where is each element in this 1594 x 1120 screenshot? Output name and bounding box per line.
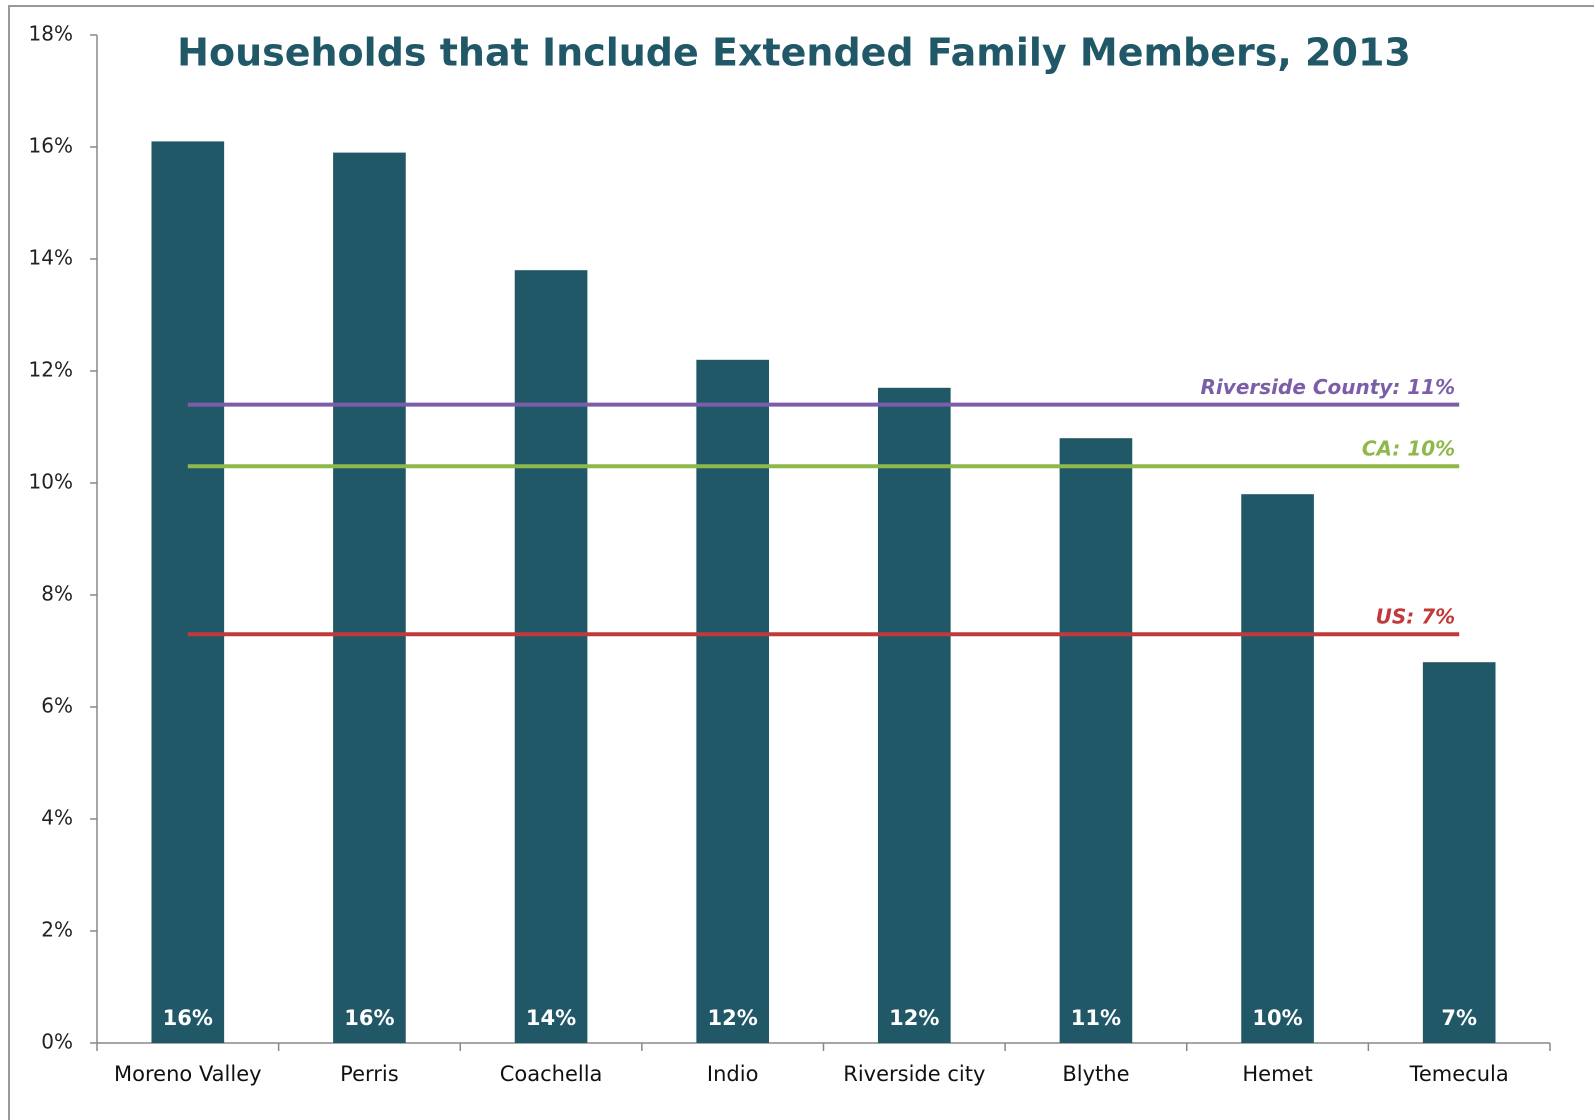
bar: [333, 152, 406, 1044]
x-tick-label: Moreno Valley: [114, 1062, 262, 1086]
value-label: 12%: [708, 1006, 758, 1030]
y-tick-label: 4%: [41, 806, 73, 830]
value-label: 7%: [1441, 1006, 1477, 1030]
bar: [696, 359, 770, 1043]
reference-label: Riverside County: 11%: [1201, 375, 1456, 399]
value-label: 12%: [889, 1006, 939, 1030]
x-tick-label: Hemet: [1242, 1062, 1312, 1086]
y-tick-label: 16%: [29, 134, 73, 158]
x-tick-label: Temecula: [1409, 1062, 1509, 1086]
x-tick-label: Coachella: [500, 1062, 603, 1086]
reference-label: CA: 10%: [1362, 437, 1455, 461]
y-tick-label: 2%: [41, 918, 73, 942]
value-label: 16%: [163, 1006, 213, 1030]
y-tick-label: 6%: [41, 694, 73, 718]
value-label: 14%: [526, 1006, 576, 1030]
x-tick-label: Perris: [340, 1062, 399, 1086]
x-tick-label: Indio: [707, 1062, 759, 1086]
bar: [1422, 662, 1496, 1043]
y-tick-label: 10%: [29, 470, 73, 494]
bar: [514, 270, 588, 1043]
x-tick-label: Blythe: [1062, 1062, 1129, 1086]
y-tick-label: 8%: [41, 582, 73, 606]
bar: [151, 141, 225, 1043]
value-label: 11%: [1071, 1006, 1121, 1030]
y-tick-label: 14%: [29, 246, 73, 270]
value-label: 10%: [1252, 1006, 1302, 1030]
x-tick-label: Riverside city: [843, 1062, 985, 1086]
frame: [8, 5, 1594, 1120]
bar: [877, 387, 951, 1043]
bar: [1241, 494, 1314, 1043]
chart-title: Households that Include Extended Family …: [177, 31, 1411, 75]
y-tick-label: 18%: [29, 22, 73, 46]
y-tick-label: 12%: [29, 358, 73, 382]
bar: [1059, 438, 1133, 1043]
value-label: 16%: [344, 1006, 394, 1030]
y-tick-label: 0%: [41, 1030, 73, 1054]
reference-label: US: 7%: [1376, 605, 1456, 629]
